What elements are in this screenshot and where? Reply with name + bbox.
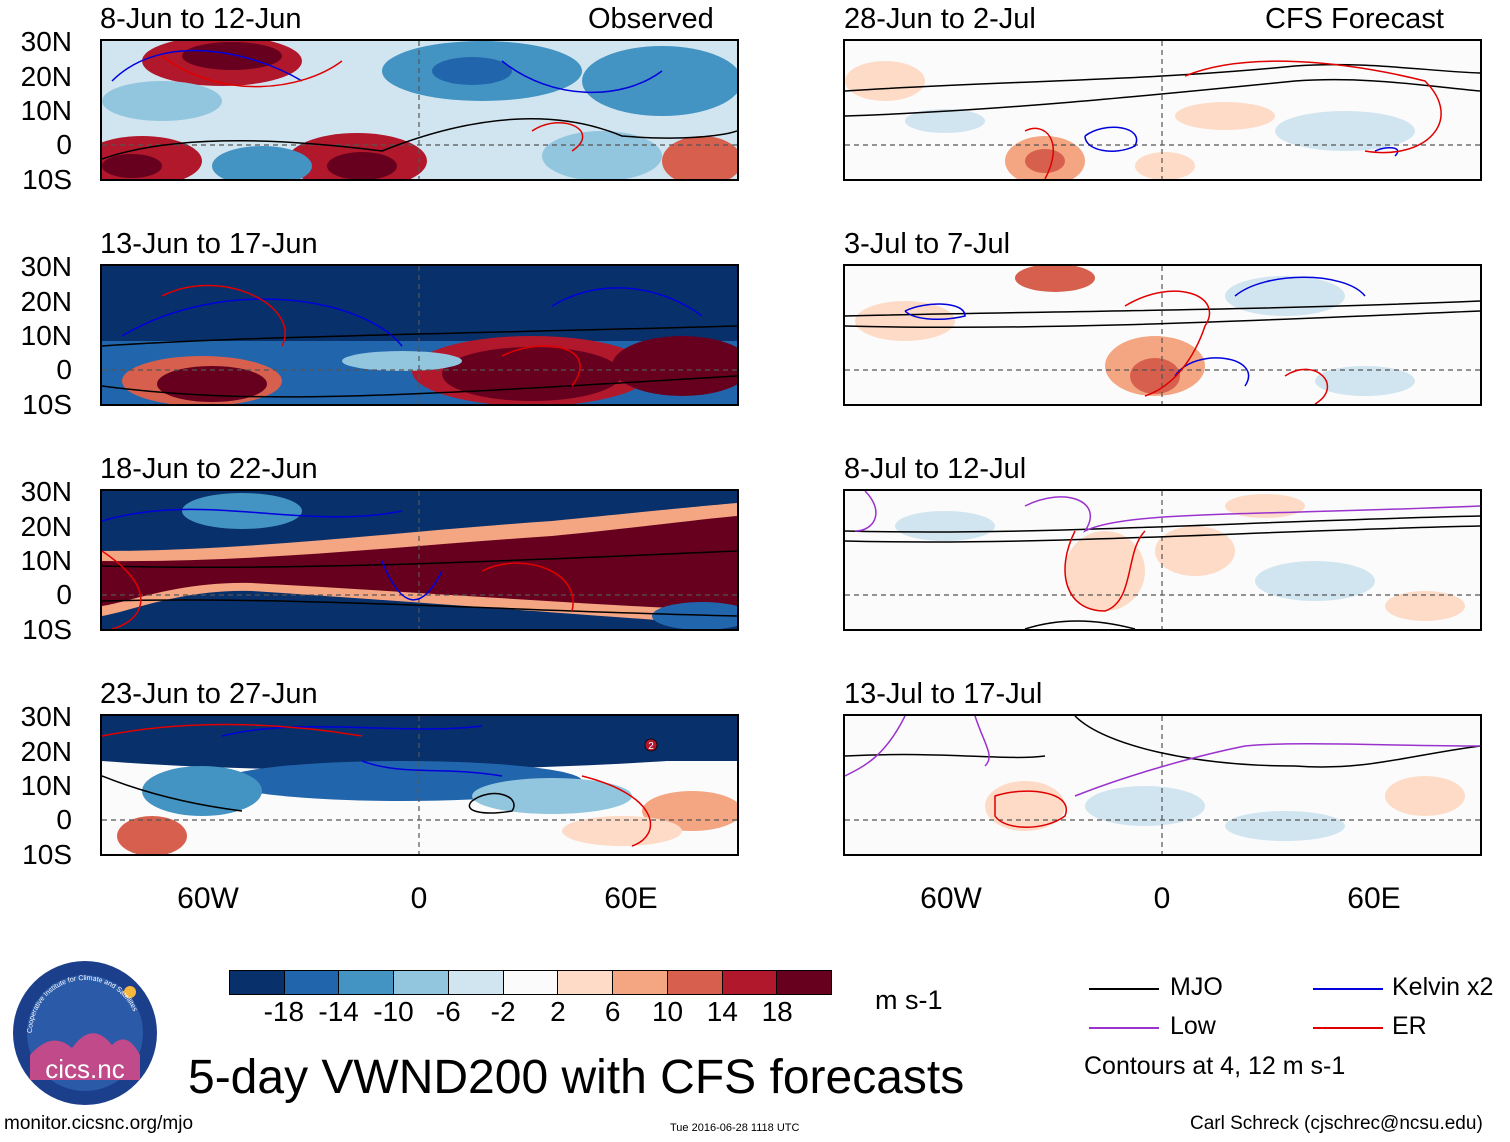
lat-label: 20N	[20, 736, 72, 767]
colorbar-swatch	[339, 971, 395, 994]
panel-title-obs-3: 18-Jun to 22-Jun	[100, 453, 318, 485]
colorbar-swatch	[448, 971, 504, 994]
colorbar-tick-label: 18	[761, 996, 793, 1027]
lat-label: 10N	[20, 545, 72, 576]
lat-label: 0	[56, 129, 72, 160]
lat-label: 30N	[20, 251, 72, 282]
panel-title-obs-1: 8-Jun to 12-Jun	[100, 3, 302, 35]
legend-low-line	[1089, 1027, 1159, 1029]
colorbar-swatch	[284, 971, 340, 994]
panel-title-fcst-2: 3-Jul to 7-Jul	[844, 228, 1011, 260]
colorbar	[229, 970, 832, 995]
legend-kelvin-line	[1313, 988, 1383, 990]
lat-label: 0	[56, 804, 72, 835]
lat-label: 20N	[20, 61, 72, 92]
lon-label-right-0: 0	[1153, 882, 1171, 915]
colorbar-tick-label: -6	[435, 996, 461, 1027]
colorbar-tick-label: 6	[604, 996, 621, 1027]
panel-title-fcst-3: 8-Jul to 12-Jul	[844, 453, 1027, 485]
lat-label: 10S	[22, 614, 72, 645]
colorbar-swatch	[558, 971, 614, 994]
lat-label: 0	[56, 579, 72, 610]
colorbar-swatch	[777, 971, 832, 994]
map-panel-obs-4: 2	[100, 714, 739, 856]
main-title: 5-day VWND200 with CFS forecasts	[188, 1051, 965, 1104]
map-panel-obs-2	[100, 264, 739, 406]
colorbar-tick-label: -10	[373, 996, 414, 1027]
colorbar-swatch	[722, 971, 778, 994]
legend-mjo-label: MJO	[1170, 973, 1223, 1001]
colorbar-swatch	[613, 971, 668, 994]
colorbar-tick-label: 10	[651, 996, 684, 1027]
forecast-label: CFS Forecast	[1265, 3, 1444, 35]
contours-note: Contours at 4, 12 m s-1	[1084, 1052, 1346, 1080]
storm-marker: 2	[648, 741, 654, 752]
lat-label: 10N	[20, 320, 72, 351]
lat-label: 0	[56, 354, 72, 385]
colorbar-tick-label: -18	[263, 996, 305, 1027]
lat-label: 10S	[22, 164, 72, 195]
observed-label: Observed	[588, 3, 714, 35]
legend-mjo-line	[1089, 988, 1159, 990]
panel-title-fcst-1: 28-Jun to 2-Jul	[844, 3, 1036, 35]
footer-timestamp: Tue 2016-06-28 1118 UTC	[670, 1122, 800, 1134]
lat-label: 30N	[20, 476, 72, 507]
colorbar-swatch	[667, 971, 723, 994]
map-panel-obs-3	[100, 489, 739, 631]
lat-label: 20N	[20, 286, 72, 317]
lat-label: 30N	[20, 26, 72, 57]
lat-label: 10S	[22, 839, 72, 870]
colorbar-tick-label: -14	[318, 996, 359, 1027]
colorbar-tick-label: 14	[706, 996, 738, 1027]
legend-kelvin-label: Kelvin x2	[1392, 973, 1494, 1001]
units-label: m s-1	[875, 985, 943, 1015]
cics-logo: cics.nc Cooperative Institute for Climat…	[12, 960, 158, 1106]
lat-label: 30N	[20, 701, 72, 732]
legend-er-label: ER	[1392, 1012, 1427, 1040]
colorbar-tick-label: 2	[550, 996, 566, 1027]
lon-label-right-60w: 60W	[920, 882, 982, 915]
panel-title-fcst-4: 13-Jul to 17-Jul	[844, 678, 1043, 710]
legend-er-line	[1313, 1027, 1383, 1029]
lon-label-left-60w: 60W	[177, 882, 239, 915]
lat-label: 10N	[20, 770, 72, 801]
lat-label: 10N	[20, 95, 72, 126]
lat-label: 20N	[20, 511, 72, 542]
legend-low-label: Low	[1170, 1012, 1216, 1040]
map-panel-fcst-2	[843, 264, 1482, 406]
lon-label-right-60e: 60E	[1347, 882, 1401, 915]
lat-label: 10S	[22, 389, 72, 420]
map-panel-fcst-3	[843, 489, 1482, 631]
footer-author: Carl Schreck (cjschrec@ncsu.edu)	[1190, 1113, 1483, 1134]
panel-title-obs-4: 23-Jun to 27-Jun	[100, 678, 318, 710]
lon-label-left-0: 0	[410, 882, 428, 915]
logo-text: cics.nc	[45, 1054, 124, 1084]
map-panel-obs-1	[100, 39, 739, 181]
colorbar-swatch	[503, 971, 559, 994]
lon-label-left-60e: 60E	[604, 882, 658, 915]
map-panel-fcst-4	[843, 714, 1482, 856]
colorbar-tick-label: -2	[490, 996, 516, 1027]
footer-url: monitor.cicsnc.org/mjo	[4, 1113, 194, 1134]
panel-title-obs-2: 13-Jun to 17-Jun	[100, 228, 318, 260]
colorbar-swatch	[230, 971, 285, 994]
map-panel-fcst-1	[843, 39, 1482, 181]
colorbar-swatch	[394, 971, 449, 994]
